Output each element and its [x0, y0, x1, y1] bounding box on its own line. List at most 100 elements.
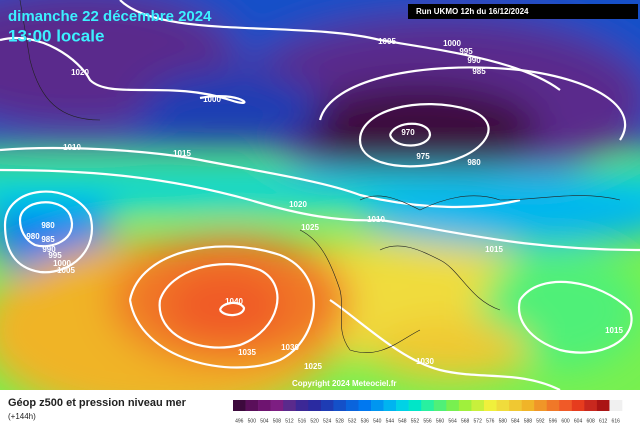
isobar-label: 1005 [378, 37, 396, 46]
isobar-label: 975 [416, 152, 430, 161]
colorbar-swatch [371, 400, 384, 411]
isobar-label: 1025 [301, 223, 319, 232]
colorbar-swatch [559, 400, 573, 411]
field: 1005 100099599098510201000101010159709759… [0, 0, 640, 390]
isobar-labels: 1005 100099599098510201000101010159709759… [26, 37, 623, 371]
isobar-label: 1030 [416, 357, 434, 366]
colorbar-label: 536 [361, 418, 370, 424]
isobar-label: 1020 [71, 68, 89, 77]
colorbar-swatch [308, 400, 322, 411]
legend-title: Géop z500 et pression niveau mer [8, 397, 187, 409]
colorbar-label: 568 [461, 418, 470, 424]
colorbar-label: 592 [536, 418, 545, 424]
colorbar-label: 504 [260, 418, 269, 424]
colorbar-label: 588 [524, 418, 533, 424]
colorbar-swatch [408, 400, 422, 411]
isobar-label: 1010 [367, 215, 385, 224]
colorbar-label: 616 [612, 418, 621, 424]
isobar-label: 1035 [238, 348, 256, 357]
isobars [0, 0, 640, 390]
colorbar-label: 520 [310, 418, 319, 424]
colorbar-label: 604 [574, 418, 583, 424]
colorbar-swatch [521, 400, 535, 411]
colorbar-label: 580 [499, 418, 508, 424]
isobar-label: 1000 [443, 39, 461, 48]
isobar-label: 1020 [289, 200, 307, 209]
isobar-label: 1030 [281, 343, 299, 352]
run-info-box [408, 4, 638, 19]
colorbar-label: 608 [586, 418, 595, 424]
isobar-label: 1025 [304, 362, 322, 371]
colorbar-swatch [509, 400, 522, 411]
colorbar-swatch [358, 400, 372, 411]
colorbar-swatch [421, 400, 435, 411]
isobar-label: 1040 [225, 297, 243, 306]
isobar-label: 1015 [485, 245, 503, 254]
colorbar-label: 576 [486, 418, 495, 424]
colorbar-swatch [596, 400, 610, 411]
colorbar-label: 528 [335, 418, 344, 424]
colorbar-swatch [534, 400, 548, 411]
colorbar-swatch [283, 400, 297, 411]
colorbar-label: 556 [423, 418, 432, 424]
isobar-label: 1015 [605, 326, 623, 335]
colorbar-label: 564 [448, 418, 457, 424]
colorbar-swatch [333, 400, 347, 411]
colorbar-swatch [233, 400, 246, 411]
colorbar-label: 552 [411, 418, 420, 424]
colorbar-swatch [345, 400, 359, 411]
colorbar-swatch [458, 400, 472, 411]
colorbar-swatch [320, 400, 334, 411]
colorbar-label: 512 [285, 418, 294, 424]
colorbar-swatch [609, 400, 623, 411]
isobar-label: 970 [401, 128, 415, 137]
colorbar-label: 524 [323, 418, 332, 424]
colorbar-label: 532 [348, 418, 357, 424]
isobar-label: 1010 [63, 143, 81, 152]
map-date: dimanche 22 décembre 2024 [8, 8, 212, 25]
colorbar-swatch [571, 400, 585, 411]
colorbar-swatch [483, 400, 497, 411]
isobar-label: 985 [472, 67, 486, 76]
colorbar-swatch [546, 400, 560, 411]
colorbar-label: 596 [549, 418, 558, 424]
colorbar-swatch [446, 400, 460, 411]
colorbar-swatch [584, 400, 598, 411]
colorbar-label: 496 [235, 418, 244, 424]
isobar-label: 990 [467, 56, 481, 65]
colorbar-label: 544 [386, 418, 395, 424]
colorbar-label: 508 [273, 418, 282, 424]
isobar-label: 980 [467, 158, 481, 167]
colorbar-label: 572 [474, 418, 483, 424]
colorbar-swatch [258, 400, 271, 411]
colorbar-swatch [471, 400, 485, 411]
colorbar-label: 612 [599, 418, 608, 424]
isobar-label: 980 [26, 232, 40, 241]
colorbar: 496 500 504 508 512 516 520 524 528 532 536 540 544 5… [233, 400, 623, 424]
colorbar-label: 500 [248, 418, 257, 424]
colorbar-label: 600 [561, 418, 570, 424]
isobar-label: 1000 [53, 259, 71, 268]
coastlines [19, 0, 621, 354]
isobar-label: 1015 [173, 149, 191, 158]
colorbar-label: 548 [398, 418, 407, 424]
colorbar-swatch [396, 400, 409, 411]
colorbar-swatch [496, 400, 510, 411]
isobar-label: 1000 [203, 95, 221, 104]
colorbar-label: 516 [298, 418, 307, 424]
colorbar-label: 584 [511, 418, 520, 424]
colorbar-label: 560 [436, 418, 445, 424]
isobar-label: 985 [41, 235, 55, 244]
colorbar-swatch [270, 400, 284, 411]
colorbar-swatch [245, 400, 259, 411]
copyright: Copyright 2024 Meteociel.fr [292, 379, 396, 388]
isobar-label: 995 [459, 47, 473, 56]
map-time: 13:00 locale [8, 26, 104, 45]
colorbar-swatch [295, 400, 309, 411]
colorbar-swatch [383, 400, 397, 411]
colorbar-swatch [433, 400, 447, 411]
colorbar-label: 540 [373, 418, 382, 424]
isobar-label: 990 [42, 245, 56, 254]
